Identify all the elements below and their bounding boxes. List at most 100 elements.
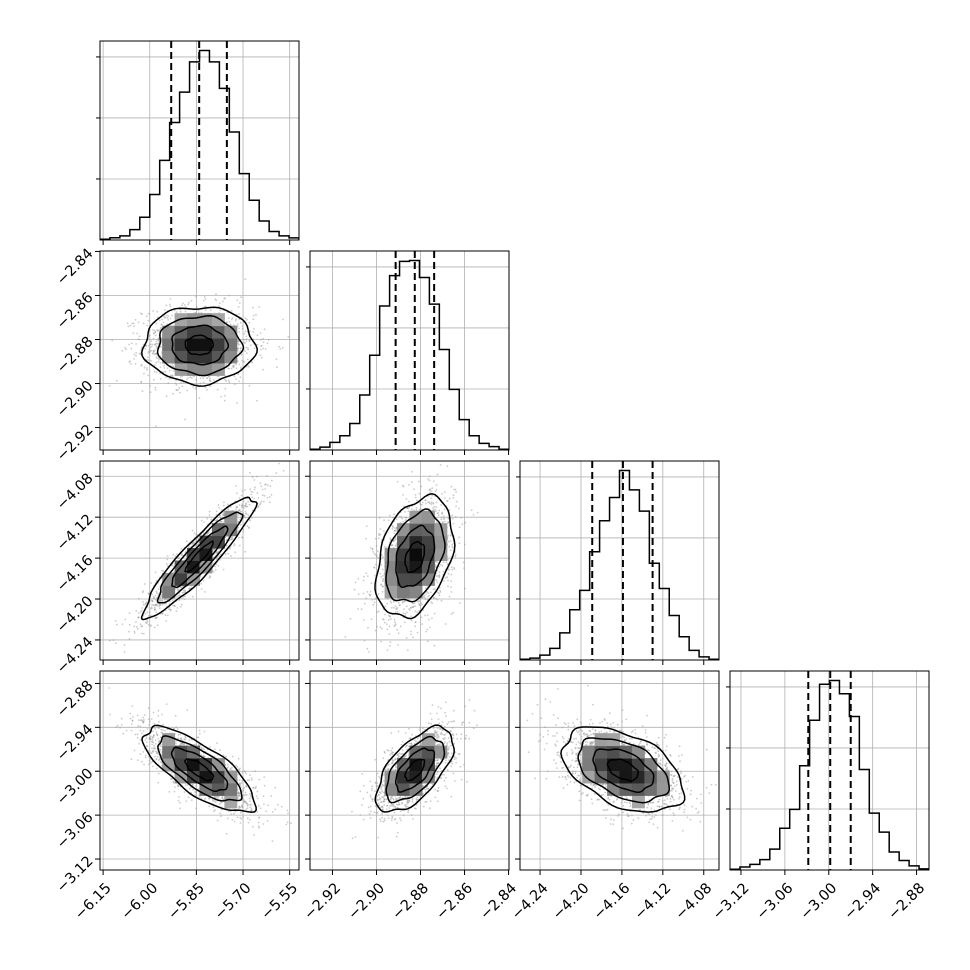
scatter-point — [149, 391, 152, 394]
scatter-point — [223, 399, 226, 402]
scatter-point — [397, 632, 400, 635]
scatter-point — [456, 500, 458, 503]
scatter-point — [229, 323, 232, 326]
scatter-point — [371, 548, 374, 551]
scatter-point — [228, 320, 231, 323]
scatter-point — [146, 324, 149, 327]
scatter-point — [382, 608, 385, 611]
scatter-point — [214, 519, 217, 522]
scatter-point — [240, 494, 243, 497]
scatter-point — [396, 628, 398, 631]
scatter-point — [224, 378, 227, 381]
scatter-point — [182, 302, 184, 305]
density-cell — [421, 523, 435, 537]
scatter-point — [381, 568, 384, 571]
scatter-point — [260, 338, 263, 341]
scatter-point — [454, 553, 457, 556]
scatter-point — [158, 607, 161, 610]
scatter-point — [448, 540, 450, 543]
scatter-point — [175, 610, 178, 613]
scatter-point — [155, 352, 158, 355]
scatter-point — [251, 491, 254, 494]
scatter-point — [242, 500, 245, 503]
scatter-point — [276, 366, 278, 368]
scatter-point — [402, 485, 405, 488]
scatter-point — [278, 462, 280, 465]
scatter-point — [362, 592, 365, 595]
scatter-point — [455, 491, 457, 493]
scatter-point — [446, 563, 449, 566]
scatter-point — [137, 597, 140, 600]
scatter-point — [463, 567, 465, 570]
scatter-point — [384, 605, 387, 608]
scatter-point — [169, 305, 172, 308]
scatter-point — [149, 346, 152, 349]
scatter-point — [178, 594, 181, 597]
scatter-point — [426, 640, 429, 643]
scatter-point — [156, 604, 159, 607]
scatter-point — [412, 605, 415, 608]
scatter-point — [448, 509, 451, 511]
scatter-point — [381, 590, 384, 593]
scatter-point — [427, 596, 429, 598]
scatter-point — [218, 305, 220, 307]
scatter-point — [228, 367, 230, 370]
scatter-point — [134, 362, 137, 365]
scatter-point — [160, 326, 162, 329]
scatter-point — [176, 589, 179, 592]
scatter-point — [269, 485, 272, 488]
scatter-point — [124, 346, 126, 349]
scatter-point — [426, 614, 429, 616]
scatter-point — [208, 379, 211, 382]
scatter-point — [241, 325, 244, 327]
scatter-point — [256, 399, 258, 402]
density-cell — [162, 325, 176, 339]
scatter-point — [228, 547, 231, 550]
scatter-point — [428, 618, 430, 621]
scatter-point — [243, 332, 246, 335]
scatter-point — [418, 492, 421, 495]
scatter-point — [222, 504, 225, 507]
scatter-point — [180, 603, 183, 606]
scatter-point — [180, 554, 183, 556]
scatter-point — [126, 322, 129, 325]
scatter-point — [151, 593, 153, 596]
scatter-point — [378, 517, 381, 519]
scatter-point — [439, 464, 442, 466]
contour-line-0 — [184, 540, 214, 573]
scatter-point — [178, 387, 181, 389]
scatter-point — [455, 505, 457, 508]
density-cell — [162, 350, 176, 364]
scatter-point — [375, 544, 378, 547]
scatter-point — [428, 475, 431, 478]
scatter-point — [252, 338, 255, 340]
scatter-point — [194, 540, 197, 543]
scatter-point — [444, 623, 447, 625]
scatter-point — [154, 330, 157, 333]
scatter-point — [448, 568, 451, 571]
scatter-point — [128, 630, 130, 633]
scatter-point — [237, 306, 240, 308]
scatter-point — [251, 361, 254, 364]
scatter-point — [245, 506, 248, 508]
scatter-point — [180, 547, 183, 550]
panel-frame — [99, 250, 300, 451]
scatter-point — [159, 600, 161, 602]
density-cell — [211, 535, 225, 549]
scatter-point — [349, 617, 352, 620]
scatter-point — [257, 497, 260, 499]
scatter-point — [153, 606, 156, 609]
scatter-point — [198, 397, 201, 399]
density-cell — [409, 510, 423, 524]
scatter-point — [278, 345, 281, 348]
scatter-point — [425, 587, 427, 590]
scatter-point — [242, 360, 245, 363]
scatter-point — [136, 627, 139, 630]
scatter-point — [378, 532, 380, 535]
scatter-point — [427, 501, 429, 504]
scatter-point — [249, 344, 252, 347]
scatter-point — [379, 572, 382, 575]
scatter-point — [133, 630, 136, 633]
scatter-point — [435, 501, 438, 504]
scatter-point — [413, 602, 416, 604]
